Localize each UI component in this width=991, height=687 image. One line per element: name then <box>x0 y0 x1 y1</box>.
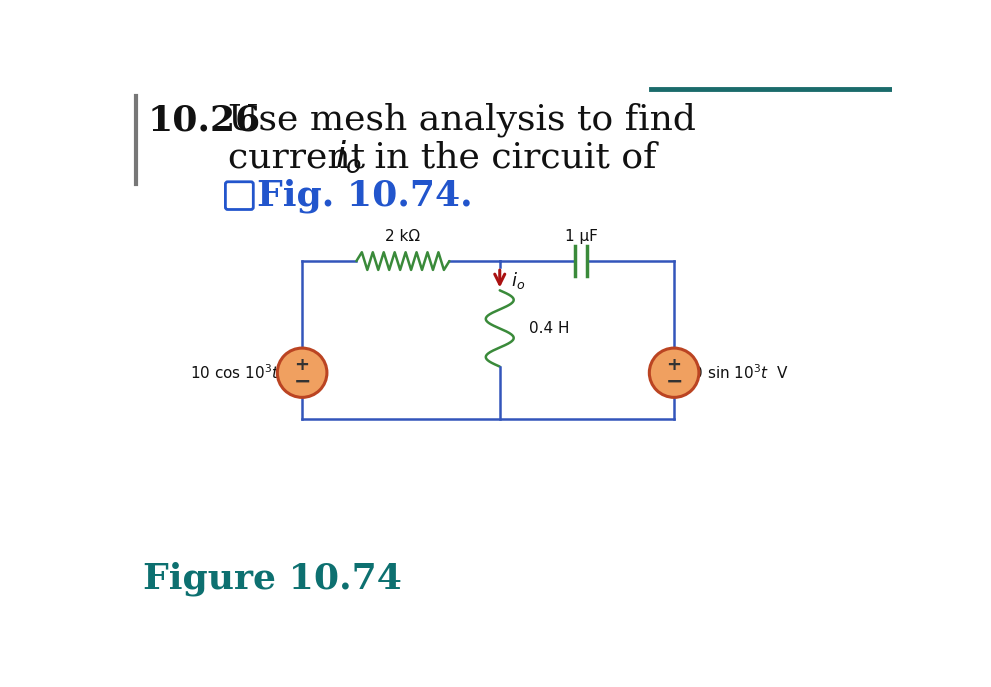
Text: 10.26: 10.26 <box>147 103 261 137</box>
Text: −: − <box>665 371 683 391</box>
FancyBboxPatch shape <box>225 182 254 210</box>
Text: $i_o$: $i_o$ <box>511 270 525 291</box>
Text: −: − <box>293 371 311 391</box>
Text: +: + <box>294 356 309 374</box>
Text: 1 μF: 1 μF <box>565 229 598 244</box>
Text: Fig. 10.74.: Fig. 10.74. <box>258 179 473 213</box>
Text: 20 sin 10$^3$$t$  V: 20 sin 10$^3$$t$ V <box>684 363 789 382</box>
Text: 0.4 H: 0.4 H <box>529 321 570 336</box>
Text: 2 kΩ: 2 kΩ <box>385 229 420 244</box>
Text: $i_o$: $i_o$ <box>335 139 361 175</box>
Text: Figure 10.74: Figure 10.74 <box>144 562 402 596</box>
Text: +: + <box>667 356 682 374</box>
Text: Use mesh analysis to find: Use mesh analysis to find <box>229 103 697 137</box>
Text: 10 cos 10$^3$$t$ V: 10 cos 10$^3$$t$ V <box>189 363 294 382</box>
Circle shape <box>649 348 699 397</box>
Text: current: current <box>229 140 378 174</box>
Circle shape <box>277 348 327 397</box>
Text: in the circuit of: in the circuit of <box>363 140 656 174</box>
